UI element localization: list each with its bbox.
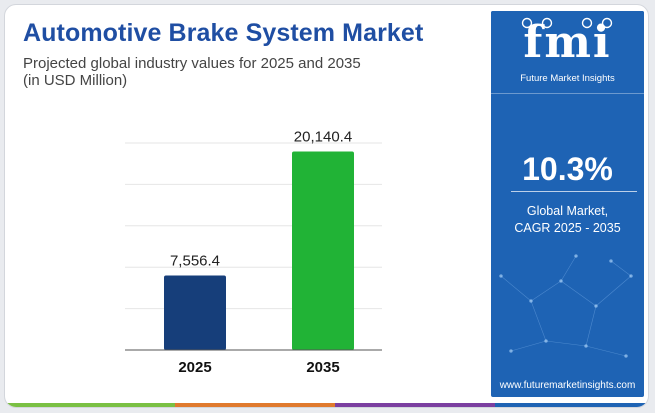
bar-2025 xyxy=(164,275,226,350)
footer-color-strip xyxy=(5,403,648,407)
logo-dot-icon xyxy=(601,17,613,29)
logo-caption: Future Market Insights xyxy=(520,73,615,84)
infographic-card: Automotive Brake System Market Projected… xyxy=(4,4,649,408)
bar-chart: 7,556.4 2025 20,140.4 2035 xyxy=(125,128,382,376)
subtitle-line-2: (in USD Million) xyxy=(23,72,128,89)
cagr-divider xyxy=(511,191,637,192)
x-tick-label-2025: 2025 xyxy=(178,359,211,376)
fmi-logo: fmi xyxy=(523,17,612,68)
chart-bars xyxy=(164,151,354,350)
side-panel: fmi Future Market Insights 10.3% Global … xyxy=(491,11,644,397)
data-label-2035: 20,140.4 xyxy=(294,128,352,145)
cagr-label-line-1: Global Market, xyxy=(526,204,609,218)
strip-segment xyxy=(175,403,335,407)
logo-icons xyxy=(521,17,613,29)
chart-labels: 7,556.4 2025 20,140.4 2035 xyxy=(170,128,352,376)
strip-segment xyxy=(495,403,648,407)
logo-dot-icon xyxy=(521,17,533,29)
network-decoration xyxy=(499,254,633,358)
cagr-label: Global Market, CAGR 2025 - 2035 xyxy=(491,203,644,237)
bar-2035 xyxy=(292,151,354,350)
cagr-value: 10.3% xyxy=(522,151,613,187)
strip-segment xyxy=(5,403,175,407)
logo-block: fmi Future Market Insights xyxy=(491,11,644,94)
chart-title: Automotive Brake System Market xyxy=(23,19,424,47)
website-url: www.futuremarketinsights.com xyxy=(499,380,636,391)
strip-segment xyxy=(335,403,495,407)
chart-subtitle: Projected global industry values for 202… xyxy=(23,55,361,89)
cagr-label-line-2: CAGR 2025 - 2035 xyxy=(514,221,621,235)
subtitle-line-1: Projected global industry values for 202… xyxy=(23,55,361,72)
x-tick-label-2035: 2035 xyxy=(306,359,339,376)
logo-dot-icon xyxy=(581,17,593,29)
data-label-2025: 7,556.4 xyxy=(170,253,220,270)
logo-dot-icon xyxy=(541,17,553,29)
